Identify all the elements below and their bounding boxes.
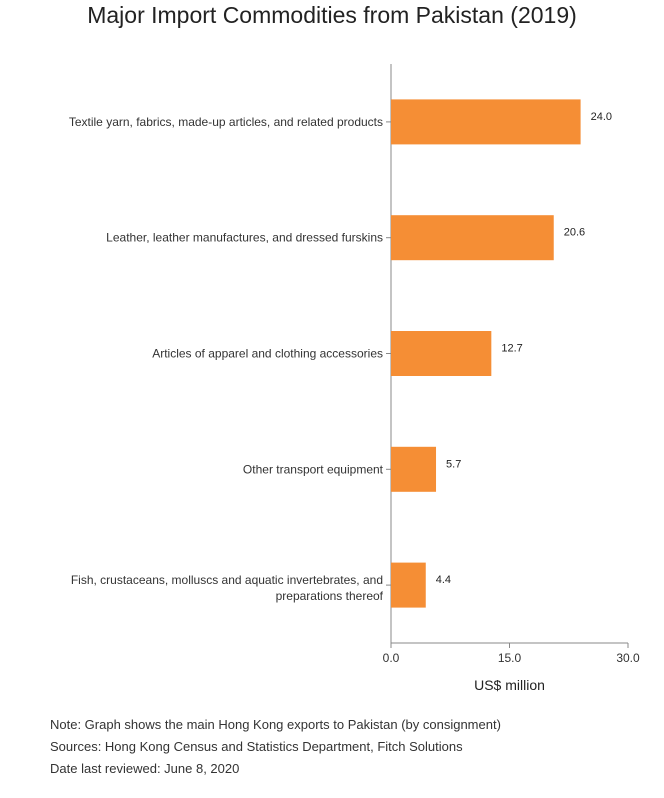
- category-label: Leather, leather manufactures, and dress…: [106, 231, 383, 245]
- bar[interactable]: [391, 215, 554, 261]
- x-axis-title: US$ million: [474, 677, 545, 693]
- bar[interactable]: [391, 562, 426, 608]
- value-label: 24.0: [591, 111, 612, 123]
- x-tick-label: 0.0: [383, 651, 400, 665]
- bar[interactable]: [391, 331, 492, 376]
- chart-notes: Note: Graph shows the main Hong Kong exp…: [50, 714, 501, 780]
- value-label: 20.6: [564, 227, 585, 239]
- sources-text: Sources: Hong Kong Census and Statistics…: [50, 739, 463, 754]
- value-label: 12.7: [501, 343, 522, 355]
- category-label: Textile yarn, fabrics, made-up articles,…: [69, 115, 383, 129]
- date-reviewed-text: Date last reviewed: June 8, 2020: [50, 761, 240, 776]
- bar-chart: 24.0 Textile yarn, fabrics, made-up artic…: [69, 64, 640, 693]
- x-tick-label: 30.0: [616, 651, 640, 665]
- value-label: 4.4: [436, 574, 451, 586]
- note-text: Note: Graph shows the main Hong Kong exp…: [50, 717, 501, 732]
- chart-title: Major Import Commodities from Pakistan (…: [87, 2, 577, 28]
- x-tick-label: 15.0: [498, 651, 522, 665]
- category-label: Other transport equipment: [243, 462, 384, 476]
- bar[interactable]: [391, 99, 581, 145]
- category-label: Articles of apparel and clothing accesso…: [152, 347, 383, 361]
- category-label: Fish, crustaceans, molluscs and aquatic …: [71, 573, 384, 603]
- bar[interactable]: [391, 446, 437, 492]
- value-label: 5.7: [446, 458, 461, 470]
